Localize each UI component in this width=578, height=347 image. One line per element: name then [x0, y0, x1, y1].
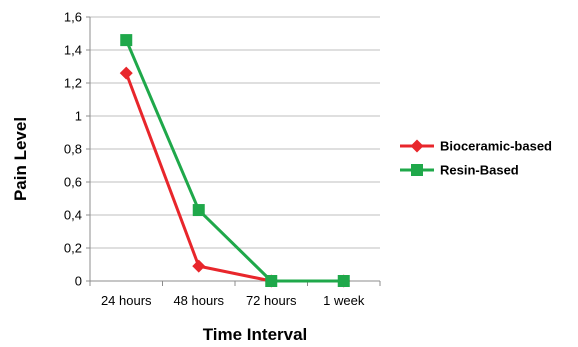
series-group	[119, 34, 351, 288]
legend-item: Bioceramic-based	[400, 139, 552, 154]
legend-label: Bioceramic-based	[440, 139, 552, 154]
y-tick-label: 0,4	[64, 208, 82, 223]
point-marker-square	[120, 34, 133, 47]
legend-label: Resin-Based	[440, 163, 519, 178]
x-tick-label: 48 hours	[173, 293, 224, 308]
gridlines	[90, 16, 380, 249]
point-marker-square	[265, 275, 278, 287]
point-marker-square	[411, 164, 423, 176]
y-tick-label: 0	[75, 274, 82, 289]
y-tick-label: 0,8	[64, 142, 82, 157]
legend-item: Resin-Based	[400, 163, 519, 178]
x-tick-label: 1 week	[323, 293, 365, 308]
point-marker-square	[192, 204, 205, 217]
y-tick-label: 1,2	[64, 76, 82, 91]
series-line	[124, 39, 344, 283]
tick-labels: 0 0,2 0,4 0,6 0,8 1 1,2 1,4 1,6 24 hours 48 hours 7…	[64, 10, 365, 309]
y-tick-label: 0,2	[64, 241, 82, 256]
point-marker-diamond	[410, 139, 424, 153]
point-marker-square	[337, 275, 350, 287]
series-line	[124, 72, 344, 283]
point-marker-diamond	[119, 66, 133, 80]
x-axis-title: Time Interval	[203, 325, 308, 344]
series-resin-based	[120, 34, 350, 287]
x-tick-label: 24 hours	[101, 293, 152, 308]
y-tick-label: 1	[75, 109, 82, 124]
y-tick-label: 0,6	[64, 175, 82, 190]
y-tick-label: 1,6	[64, 10, 82, 25]
point-marker-diamond	[192, 259, 206, 273]
series-bioceramic-based	[119, 66, 351, 288]
legend: Bioceramic-based Resin-Based	[400, 139, 552, 178]
y-tick-label: 1,4	[64, 43, 82, 58]
y-axis-title: Pain Level	[11, 117, 30, 201]
x-tick-label: 72 hours	[246, 293, 297, 308]
